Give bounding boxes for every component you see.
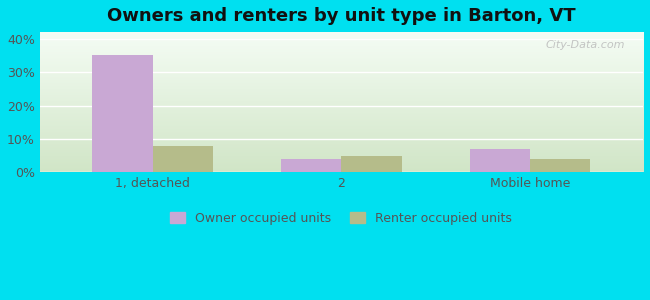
Bar [92,56,153,172]
Bar [469,149,530,172]
Bar [530,159,590,172]
Title: Owners and renters by unit type in Barton, VT: Owners and renters by unit type in Barto… [107,7,576,25]
Legend: Owner occupied units, Renter occupied units: Owner occupied units, Renter occupied un… [170,212,512,225]
Bar [281,159,341,172]
Bar [153,146,213,172]
Bar [341,156,402,172]
Text: City-Data.com: City-Data.com [545,40,625,50]
